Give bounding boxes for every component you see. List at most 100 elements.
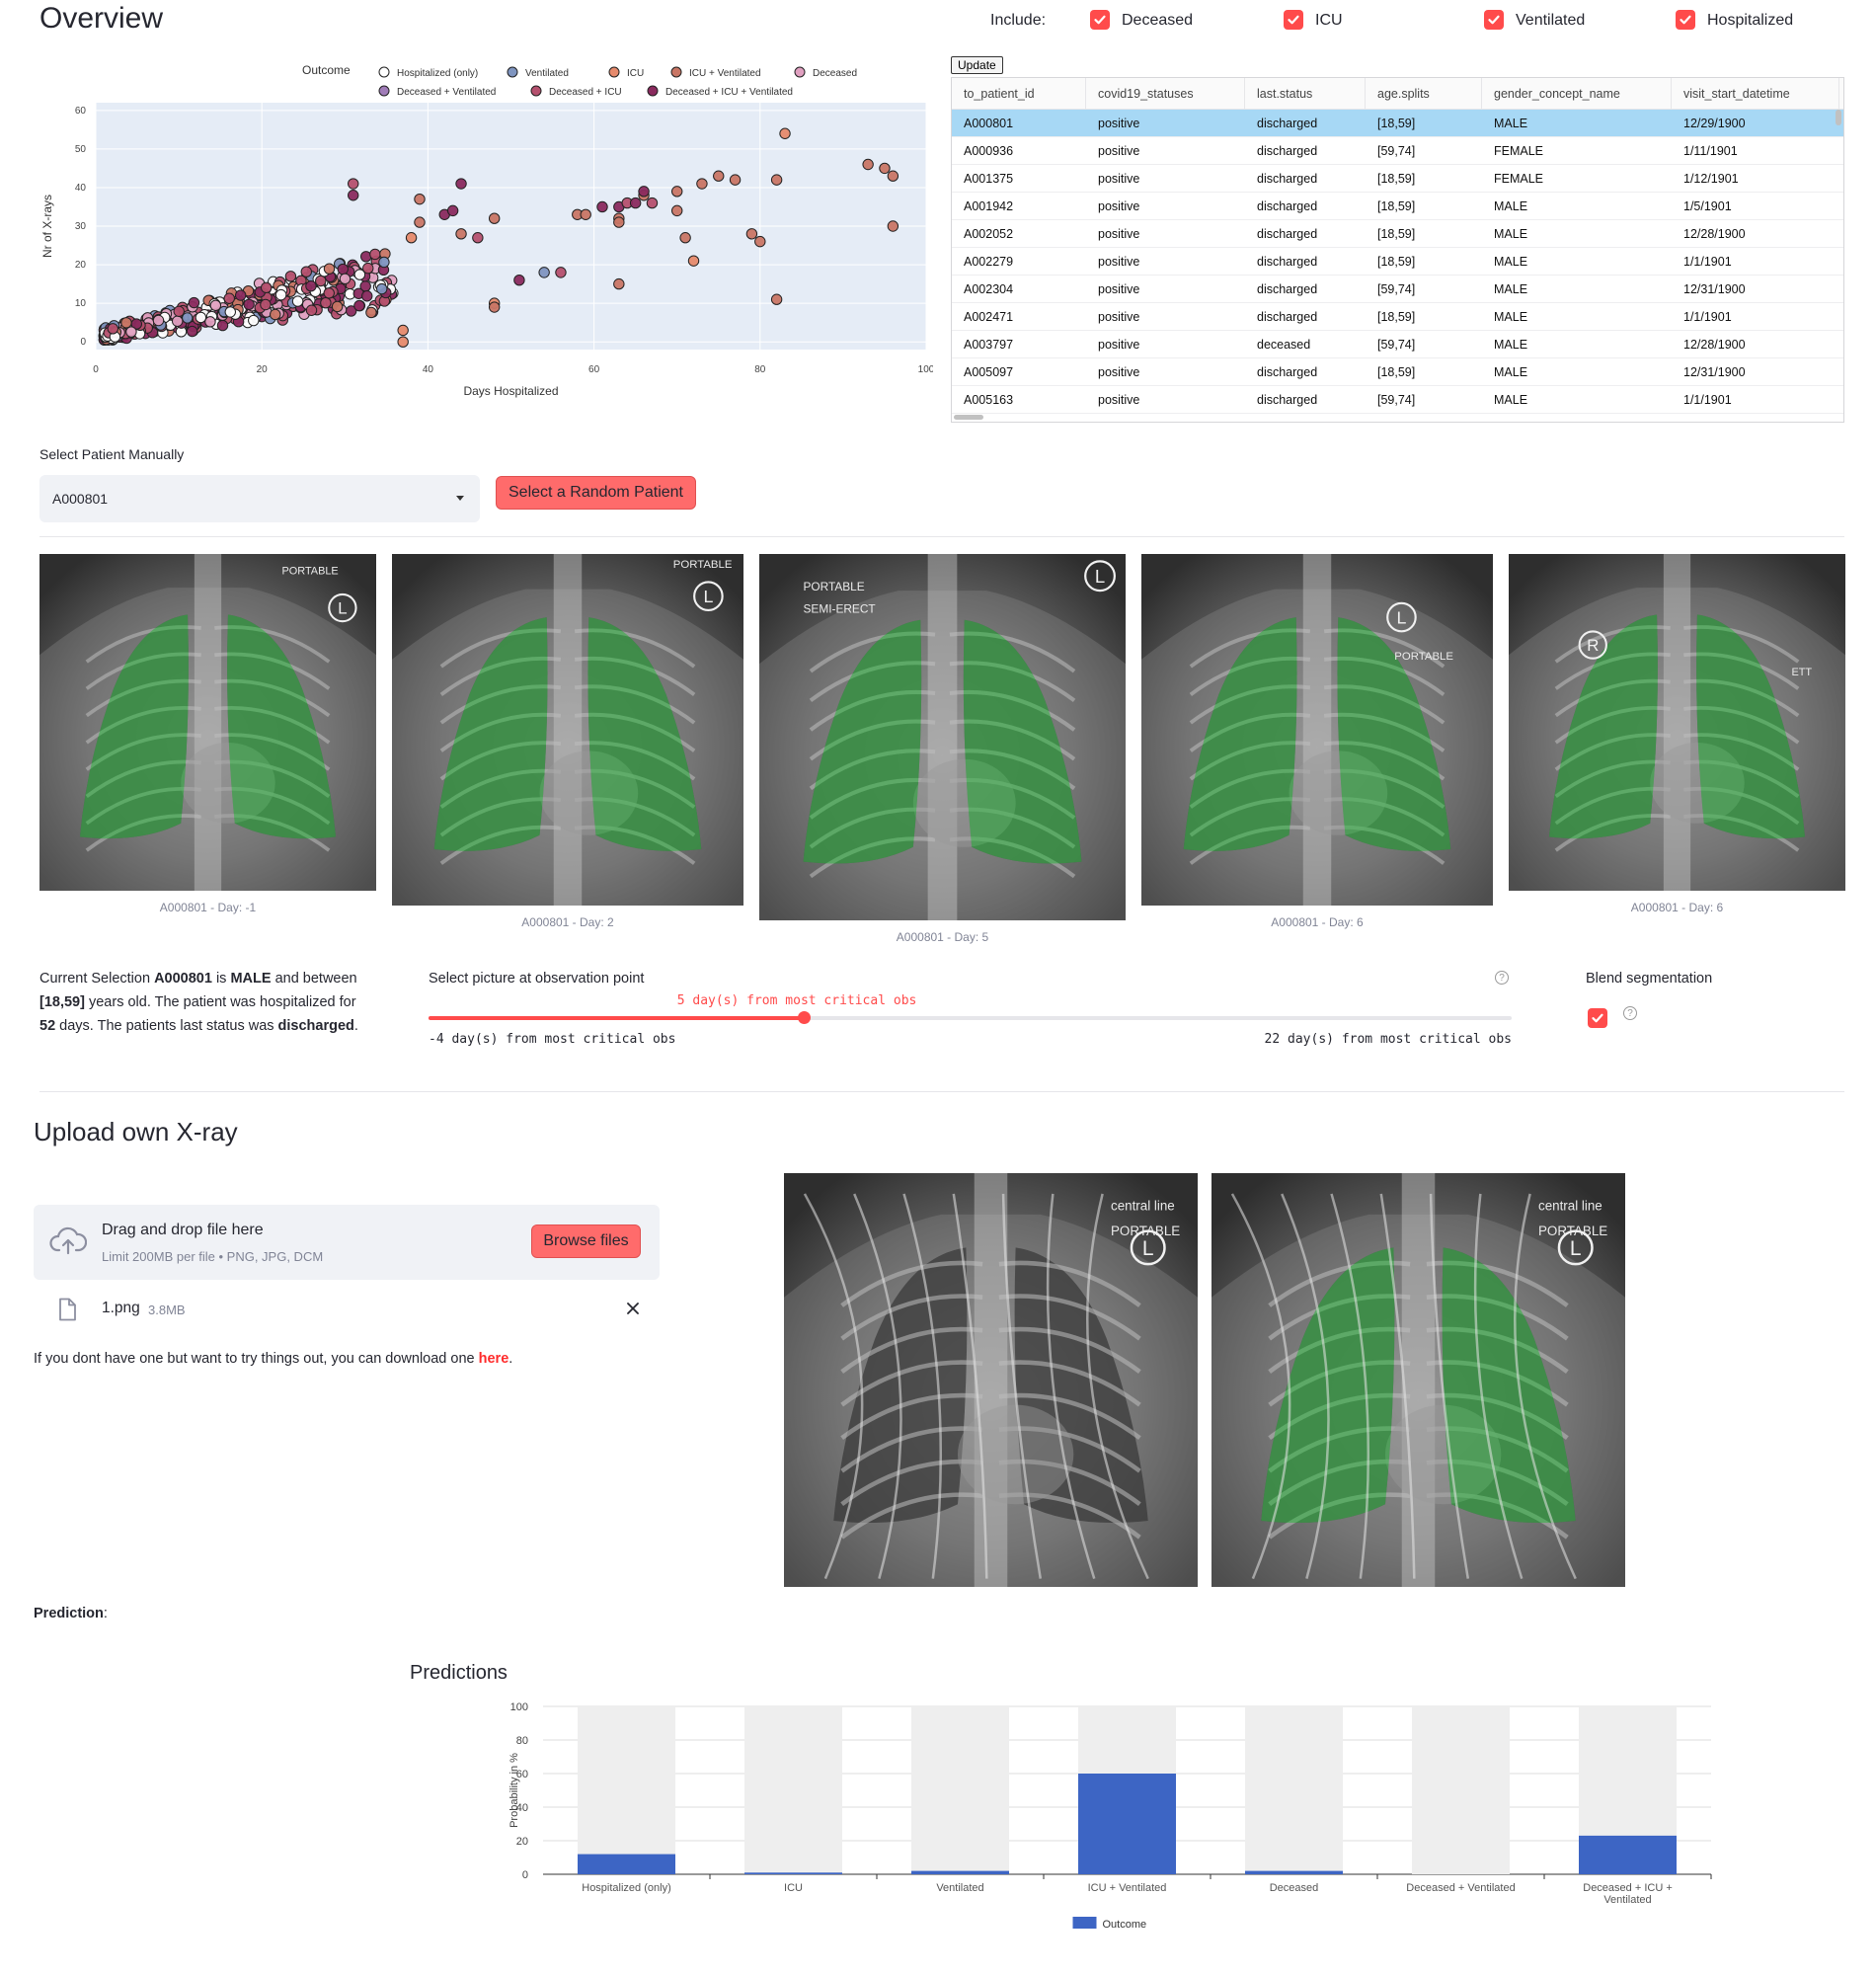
horizontal-scrollbar[interactable] xyxy=(954,415,983,420)
scatter-point[interactable] xyxy=(339,273,352,285)
scatter-point[interactable] xyxy=(862,158,874,171)
scatter-point[interactable] xyxy=(260,298,272,311)
help-icon[interactable]: ? xyxy=(1495,971,1509,985)
column-header[interactable]: to_patient_id xyxy=(952,78,1086,109)
scatter-point[interactable] xyxy=(348,190,359,201)
column-header[interactable]: last.status xyxy=(1245,78,1366,109)
scatter-point[interactable] xyxy=(323,263,336,275)
scatter-point[interactable] xyxy=(315,275,327,287)
column-header[interactable]: age.splits xyxy=(1366,78,1482,109)
bar[interactable] xyxy=(1579,1835,1677,1874)
scatter-point[interactable] xyxy=(629,197,642,209)
scatter-point[interactable] xyxy=(353,299,365,312)
scatter-point[interactable] xyxy=(455,228,467,240)
scatter-point[interactable] xyxy=(248,314,260,327)
table-row[interactable]: A005097 positive discharged [18,59] MALE 12/3… xyxy=(952,358,1843,386)
legend-entry[interactable]: ICU xyxy=(627,68,644,79)
random-patient-button[interactable]: Select a Random Patient xyxy=(496,476,696,510)
scatter-point[interactable] xyxy=(713,170,725,182)
file-dropzone[interactable]: Drag and drop file here Limit 200MB per … xyxy=(34,1205,660,1280)
scatter-point[interactable] xyxy=(216,319,229,332)
scatter-point[interactable] xyxy=(770,174,783,186)
scatter-point[interactable] xyxy=(472,232,484,244)
blend-checkbox[interactable] xyxy=(1588,1008,1607,1028)
scatter-point[interactable] xyxy=(405,232,418,244)
table-row[interactable]: A002279 positive discharged [18,59] MALE 1/1/… xyxy=(952,248,1843,276)
scatter-point[interactable] xyxy=(488,212,501,224)
scatter-point[interactable] xyxy=(331,300,344,313)
scatter-point[interactable] xyxy=(173,305,185,317)
scatter-point[interactable] xyxy=(291,295,304,307)
scatter-point[interactable] xyxy=(879,162,891,175)
scatter-point[interactable] xyxy=(446,204,459,217)
scatter-point[interactable] xyxy=(204,316,216,328)
scatter-point[interactable] xyxy=(538,267,550,278)
scatter-point[interactable] xyxy=(305,280,317,292)
scatter-point[interactable] xyxy=(274,288,287,301)
table-row[interactable]: A002304 positive discharged [59,74] MALE 12/3… xyxy=(952,276,1843,303)
scatter-point[interactable] xyxy=(152,314,165,327)
legend-entry[interactable]: Deceased + Ventilated xyxy=(397,87,496,98)
scatter-point[interactable] xyxy=(120,317,132,329)
scatter-point[interactable] xyxy=(284,271,297,282)
column-header[interactable]: gender_concept_name xyxy=(1482,78,1672,109)
scatter-point[interactable] xyxy=(887,220,899,232)
scatter-point[interactable] xyxy=(671,186,683,198)
scatter-point[interactable] xyxy=(348,178,359,190)
help-icon[interactable]: ? xyxy=(1623,1006,1637,1020)
scatter-point[interactable] xyxy=(488,301,501,313)
scatter-point[interactable] xyxy=(397,324,409,337)
slider-thumb[interactable] xyxy=(797,1011,811,1024)
scatter-point[interactable] xyxy=(353,269,366,280)
browse-files-button[interactable]: Browse files xyxy=(531,1224,641,1258)
scatter-point[interactable] xyxy=(195,311,207,324)
scatter-point[interactable] xyxy=(729,174,742,186)
bar[interactable] xyxy=(911,1870,1009,1874)
table-row[interactable]: A000801 positive discharged [18,59] MALE 12/2… xyxy=(952,110,1843,137)
table-row[interactable]: A002052 positive discharged [18,59] MALE 12/2… xyxy=(952,220,1843,248)
scatter-point[interactable] xyxy=(188,296,200,309)
close-icon[interactable] xyxy=(626,1302,640,1315)
scatter-point[interactable] xyxy=(186,325,198,338)
scatter-point[interactable] xyxy=(223,292,235,304)
scatter-point[interactable] xyxy=(378,256,390,269)
scatter-point[interactable] xyxy=(613,216,625,228)
scatter-point[interactable] xyxy=(397,336,409,348)
column-header[interactable]: visit_start_datetime xyxy=(1672,78,1839,109)
legend-entry[interactable]: Ventilated xyxy=(525,68,569,79)
scatter-point[interactable] xyxy=(580,208,591,220)
scatter-point[interactable] xyxy=(638,186,650,198)
bar[interactable] xyxy=(1245,1870,1343,1874)
table-row[interactable]: A005163 positive discharged [59,74] MALE 1/1/… xyxy=(952,386,1843,414)
scatter-point[interactable] xyxy=(376,282,388,295)
vertical-scrollbar[interactable] xyxy=(1836,110,1841,125)
scatter-point[interactable] xyxy=(270,308,281,321)
scatter-point[interactable] xyxy=(300,266,312,277)
scatter-point[interactable] xyxy=(243,298,255,310)
scatter-point[interactable] xyxy=(414,216,426,228)
scatter-point[interactable] xyxy=(362,262,374,275)
scatter-point[interactable] xyxy=(687,255,700,267)
scatter-point[interactable] xyxy=(596,200,608,213)
scatter-point[interactable] xyxy=(224,306,236,318)
table-row[interactable]: A001375 positive discharged [18,59] FEMALE 1/… xyxy=(952,165,1843,193)
bar[interactable] xyxy=(744,1872,842,1874)
scatter-point[interactable] xyxy=(770,293,783,305)
scatter-point[interactable] xyxy=(613,277,625,290)
scatter-point[interactable] xyxy=(696,178,708,190)
scatter-point[interactable] xyxy=(887,170,899,182)
scatter-point[interactable] xyxy=(305,304,318,316)
scatter-point[interactable] xyxy=(369,248,381,261)
scatter-point[interactable] xyxy=(555,267,567,278)
scatter-point[interactable] xyxy=(455,178,467,190)
table-row[interactable]: A000936 positive discharged [59,74] FEMALE 1/… xyxy=(952,137,1843,165)
table-row[interactable]: A002471 positive discharged [18,59] MALE 1/1/… xyxy=(952,303,1843,331)
scatter-point[interactable] xyxy=(323,287,335,299)
legend-entry[interactable]: Hospitalized (only) xyxy=(397,68,478,79)
scatter-point[interactable] xyxy=(125,326,137,338)
scatter-point[interactable] xyxy=(182,312,194,324)
bar[interactable] xyxy=(1078,1774,1176,1874)
legend-entry[interactable]: Deceased xyxy=(813,68,857,79)
scatter-point[interactable] xyxy=(745,228,758,240)
scatter-point[interactable] xyxy=(107,323,118,335)
